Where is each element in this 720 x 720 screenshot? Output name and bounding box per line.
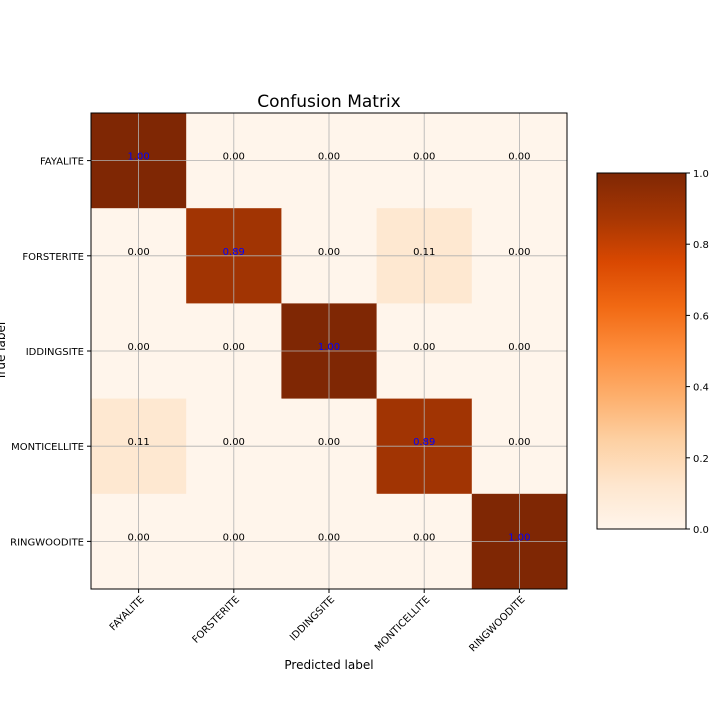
cell-value-label: 0.00 bbox=[413, 532, 435, 543]
x-axis-ticks: FAYALITE FORSTERITE IDDINGSITE MONTICELLITE… bbox=[108, 589, 528, 654]
colorbar-tick-label: 0.4 bbox=[693, 383, 709, 394]
cell-value-label: 0.00 bbox=[508, 342, 530, 353]
cell-value-label: 0.00 bbox=[508, 152, 530, 163]
colorbar-tick-label: 0.2 bbox=[693, 454, 709, 465]
x-tick-label: IDDINGSITE bbox=[288, 594, 337, 643]
cell-value-label: 0.89 bbox=[223, 247, 245, 258]
cell-value-label: 0.00 bbox=[127, 247, 149, 258]
colorbar-tick-label: 1.0 bbox=[693, 169, 709, 180]
y-axis-ticks: FAYALITE FORSTERITE IDDINGSITE MONTICELLITE… bbox=[10, 157, 91, 548]
cell-value-label: 1.00 bbox=[508, 532, 530, 543]
y-axis-label: True label bbox=[0, 322, 8, 381]
x-tick-label: FORSTERITE bbox=[191, 594, 242, 645]
y-tick-label: FORSTERITE bbox=[22, 252, 84, 263]
x-tick-label: FAYALITE bbox=[108, 594, 147, 633]
cell-value-label: 0.00 bbox=[413, 152, 435, 163]
cell-value-label: 0.00 bbox=[318, 247, 340, 258]
colorbar-tick-label: 0.8 bbox=[693, 240, 709, 251]
colorbar-gradient bbox=[597, 173, 686, 529]
cell-value-label: 0.00 bbox=[223, 152, 245, 163]
y-tick-label: FAYALITE bbox=[40, 157, 84, 168]
colorbar-frame bbox=[596, 172, 687, 530]
cell-value-label: 0.00 bbox=[508, 247, 530, 258]
colorbar-tick-label: 0.0 bbox=[693, 525, 709, 536]
cell-value-label: 0.11 bbox=[127, 437, 149, 448]
cell-value-label: 0.89 bbox=[413, 437, 435, 448]
colorbar-tick-label: 0.6 bbox=[693, 311, 709, 322]
cell-value-label: 0.00 bbox=[223, 342, 245, 353]
colorbar-ticks: 0.0 0.2 0.4 0.6 0.8 1.0 bbox=[686, 169, 709, 536]
gridlines bbox=[91, 113, 567, 589]
cell-value-label: 1.00 bbox=[318, 342, 340, 353]
cell-value-label: 1.00 bbox=[127, 152, 149, 163]
cell-value-label: 0.00 bbox=[508, 437, 530, 448]
cell-value-label: 0.00 bbox=[413, 342, 435, 353]
cell-value-label: 0.00 bbox=[318, 152, 340, 163]
cell-value-label: 0.00 bbox=[223, 532, 245, 543]
cell-value-labels: 1.00 0.00 0.00 0.00 0.00 0.00 0.89 0.00 0.11 0.00… bbox=[127, 152, 530, 544]
x-tick-label: MONTICELLITE bbox=[373, 594, 432, 653]
cell-value-label: 0.00 bbox=[127, 532, 149, 543]
chart-title: Confusion Matrix bbox=[257, 92, 401, 112]
cell-value-label: 0.00 bbox=[127, 342, 149, 353]
cell-value-label: 0.00 bbox=[318, 532, 340, 543]
y-tick-label: RINGWOODITE bbox=[10, 537, 84, 548]
x-tick-label: RINGWOODITE bbox=[468, 594, 528, 654]
cell-value-label: 0.00 bbox=[318, 437, 340, 448]
cell-value-label: 0.11 bbox=[413, 247, 435, 258]
y-tick-label: MONTICELLITE bbox=[11, 442, 84, 453]
y-tick-label: IDDINGSITE bbox=[26, 347, 84, 358]
cell-value-label: 0.00 bbox=[223, 437, 245, 448]
x-axis-label: Predicted label bbox=[284, 658, 373, 672]
